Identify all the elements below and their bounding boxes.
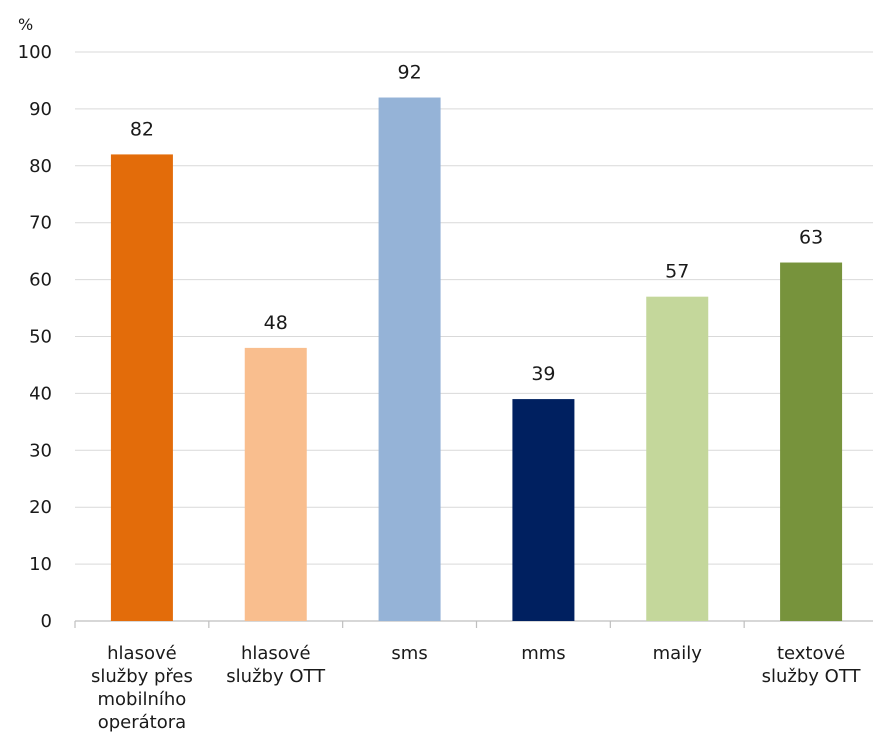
bar [780, 262, 843, 621]
x-category-label: sms [391, 643, 427, 664]
data-label: 92 [397, 62, 421, 84]
y-tick-label: 90 [29, 99, 52, 120]
x-category-label-line: hlasové [107, 643, 177, 664]
x-category-label-line: sms [391, 643, 427, 664]
bar [512, 399, 575, 621]
x-category-label: hlasové služby OTT [226, 643, 326, 687]
y-axis-unit-label: % [18, 15, 33, 34]
x-category-label-line: operátora [98, 712, 186, 733]
y-tick-label: 20 [29, 497, 52, 518]
y-tick-label: 30 [29, 440, 52, 461]
data-label: 63 [799, 227, 823, 249]
x-category-label-line: maily [653, 643, 703, 664]
bars [110, 97, 843, 622]
data-label: 82 [130, 118, 154, 140]
x-category-label-line: mms [521, 643, 565, 664]
x-category-label: hlasové služby přes mobilního operátora [91, 643, 193, 733]
bar [646, 296, 709, 621]
x-category-label-line: mobilního [98, 689, 187, 710]
bar [110, 154, 173, 622]
bar [378, 97, 441, 621]
y-tick-label: 70 [29, 213, 52, 234]
y-tick-label: 60 [29, 270, 52, 291]
y-tick-label: 50 [29, 327, 52, 348]
y-tick-label: 100 [18, 42, 52, 63]
y-tick-label: 10 [29, 554, 52, 575]
axes [74, 620, 873, 628]
x-category-label-line: služby OTT [762, 666, 862, 687]
bar [244, 347, 307, 621]
data-label: 39 [531, 363, 555, 385]
x-category-label: textové služby OTT [762, 643, 862, 687]
x-category-label: maily [653, 643, 703, 664]
y-tick-label: 40 [29, 383, 52, 404]
data-label: 57 [665, 261, 689, 283]
x-category-label-line: služby OTT [226, 666, 326, 687]
data-label: 48 [264, 312, 288, 334]
y-tick-label: 0 [41, 611, 52, 632]
x-category-label-line: hlasové [241, 643, 311, 664]
x-category-label-line: textové [777, 643, 845, 664]
x-category-label: mms [521, 643, 565, 664]
x-category-label-line: služby přes [91, 666, 193, 687]
gridlines [75, 51, 873, 565]
y-tick-label: 80 [29, 156, 52, 177]
